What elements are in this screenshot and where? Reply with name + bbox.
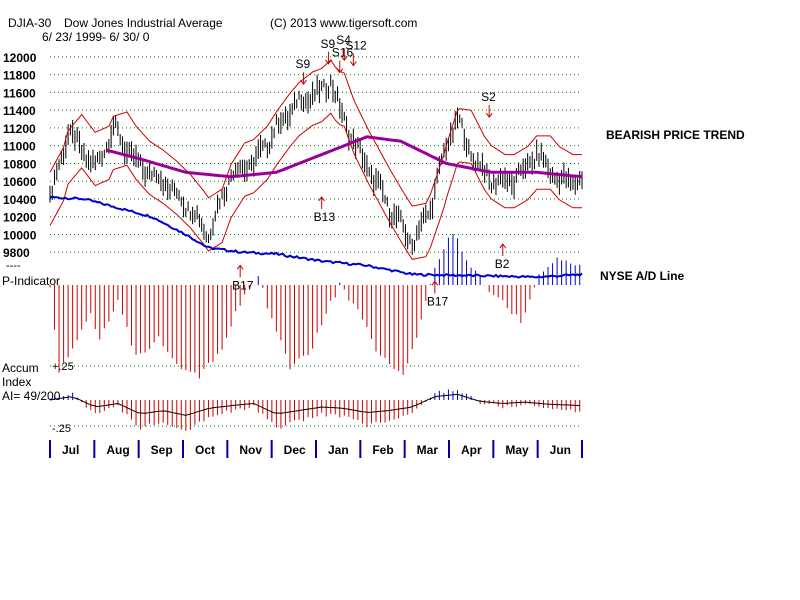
minus-25-label: -.25	[52, 423, 71, 435]
accum-average-line	[49, 393, 580, 416]
index-name: Dow Jones Industrial Average	[64, 16, 223, 30]
signal-label: S9	[320, 37, 335, 51]
ad-line	[49, 195, 583, 279]
index-label: Index	[2, 375, 31, 389]
sell-arrow	[340, 48, 348, 62]
y-tick-label: 10400	[3, 193, 37, 207]
long-moving-average	[106, 135, 583, 179]
copyright-label: (C) 2013 www.tigersoft.com	[270, 16, 417, 30]
dash-marker: ----	[6, 260, 21, 272]
buy-arrow	[499, 243, 507, 257]
month-label: Oct	[195, 443, 215, 457]
p-indicator-label: P-Indicator	[2, 274, 60, 288]
y-tick-label: 9800	[3, 246, 30, 260]
month-label: Nov	[239, 443, 262, 457]
ad-line-label: NYSE A/D Line	[600, 269, 685, 283]
month-label: Sep	[151, 443, 173, 457]
month-label: Jun	[550, 443, 571, 457]
y-tick-label: 11000	[3, 140, 36, 154]
sell-arrow	[485, 105, 493, 118]
signal-label: S12	[345, 39, 367, 53]
date-range: 6/ 23/ 1999- 6/ 30/ 0	[42, 30, 150, 44]
y-tick-label: 12000	[3, 51, 37, 65]
y-tick-label: 10200	[3, 211, 37, 225]
upper-band	[49, 59, 582, 207]
buy-arrow	[318, 196, 326, 209]
plus-25-label: +.25	[52, 361, 74, 373]
sell-arrow	[325, 51, 332, 65]
signal-label: S2	[481, 90, 496, 104]
y-tick-label: 10800	[3, 157, 37, 171]
y-tick-label: 11200	[3, 122, 36, 136]
signal-label: B13	[314, 210, 336, 224]
month-label: Jan	[328, 443, 349, 457]
accum-label: Accum	[2, 361, 39, 375]
signal-label: B2	[495, 257, 510, 271]
month-label: Aug	[106, 443, 129, 457]
month-label: Jul	[62, 443, 79, 457]
signal-label: S4	[336, 33, 351, 47]
trend-label: BEARISH PRICE TREND	[606, 128, 745, 142]
sell-arrow	[349, 53, 357, 67]
sell-arrow	[336, 60, 344, 74]
y-tick-label: 11800	[3, 69, 36, 83]
month-label: Dec	[284, 443, 306, 457]
y-tick-label: 11600	[3, 86, 36, 100]
month-label: Feb	[372, 443, 393, 457]
y-tick-label: 11400	[3, 104, 36, 118]
sell-arrow	[300, 72, 307, 86]
buy-arrow	[236, 264, 244, 278]
y-tick-label: 10000	[3, 228, 37, 242]
symbol-label: DJIA-30	[8, 16, 52, 30]
buy-arrow	[431, 280, 439, 294]
month-label: Mar	[417, 443, 439, 457]
y-tick-label: 10600	[3, 175, 37, 189]
ai-value: AI= 49/200	[2, 389, 61, 403]
month-label: May	[505, 443, 529, 457]
signal-label: S16	[332, 46, 354, 60]
month-label: Apr	[461, 443, 482, 457]
signal-label: S9	[296, 57, 311, 71]
lower-band	[49, 112, 582, 260]
signal-label: B17	[427, 294, 449, 308]
signal-label: B17	[232, 278, 254, 292]
